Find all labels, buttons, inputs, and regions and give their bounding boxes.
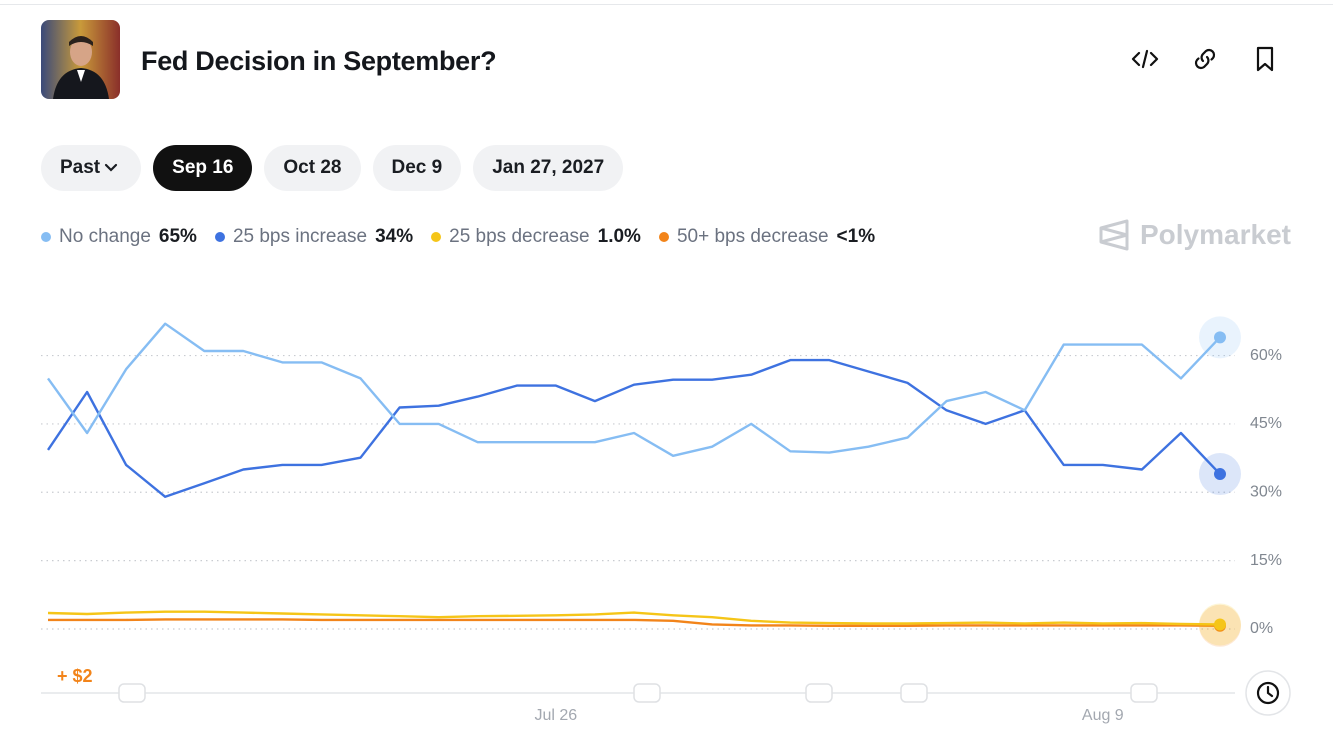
market-image <box>41 20 120 99</box>
legend-value: 65% <box>158 226 197 247</box>
x-tick-label: Aug 9 <box>1082 707 1124 724</box>
legend-label: No change <box>59 226 151 247</box>
legend-item: No change 65% <box>41 226 197 248</box>
legend-value: <1% <box>836 226 876 247</box>
legend-swatch <box>214 232 225 242</box>
market-image-art <box>41 20 120 99</box>
legend-label: 50+ bps decrease <box>676 226 829 247</box>
date-tab[interactable]: Oct 28 <box>264 145 361 191</box>
chevron <box>105 163 118 172</box>
legend-item: 25 bps decrease 1.0% <box>431 226 641 248</box>
header-actions <box>1130 44 1280 74</box>
timeline-marker <box>118 683 146 703</box>
end-point <box>1214 468 1226 481</box>
pnl-annotation: + $2 <box>57 666 93 686</box>
brand-logo <box>1099 219 1129 251</box>
y-tick-label: 15% <box>1250 552 1282 569</box>
past-tab[interactable]: Past <box>41 145 142 191</box>
x-tick-label: Jul 26 <box>535 707 578 724</box>
legend-item: 50+ bps decrease <1% <box>658 226 876 248</box>
timeline-marker <box>805 683 833 703</box>
timeline-marker <box>900 683 928 703</box>
legend-value: 34% <box>375 226 414 247</box>
date-tabs: Past Sep 16 Oct 28 Dec 9 Jan 27, 2027 <box>41 145 624 191</box>
series-line <box>47 358 1221 498</box>
bookmark-button[interactable] <box>1250 44 1280 74</box>
link-button[interactable] <box>1190 44 1220 74</box>
y-tick-label: 0% <box>1250 620 1273 637</box>
series-line <box>48 618 1221 627</box>
end-point <box>1214 618 1226 631</box>
legend: No change 65% 25 bps increase 34% 25 bps dec… <box>41 226 875 248</box>
end-point <box>1214 331 1226 344</box>
timeline-marker <box>1130 683 1158 703</box>
clock-hands <box>1266 685 1274 698</box>
series-line <box>47 322 1221 457</box>
brand-name: Polymarket <box>1140 219 1291 250</box>
embed-button[interactable] <box>1130 44 1160 74</box>
y-tick-label: 30% <box>1250 484 1282 501</box>
legend-swatch <box>431 232 442 242</box>
legend-swatch <box>41 232 51 242</box>
timeline-marker <box>633 683 661 703</box>
clock-face <box>1256 681 1280 705</box>
top-border <box>0 4 1333 5</box>
legend-swatch <box>658 232 669 242</box>
timeline-markers <box>118 683 1158 703</box>
date-tab[interactable]: Sep 16 <box>153 145 253 191</box>
date-tab[interactable]: Dec 9 <box>372 145 462 191</box>
legend-label: 25 bps decrease <box>449 226 590 247</box>
legend-item: 25 bps increase 34% <box>214 226 414 248</box>
series-line <box>47 610 1221 626</box>
brand-watermark: Polymarket <box>1098 218 1291 252</box>
y-tick-label: 60% <box>1250 347 1282 364</box>
history-button[interactable] <box>1245 670 1291 716</box>
legend-value: 1.0% <box>597 226 641 247</box>
date-tab[interactable]: Jan 27, 2027 <box>473 145 624 191</box>
market-title: Fed Decision in September? <box>141 46 497 76</box>
legend-label: 25 bps increase <box>232 226 368 247</box>
y-tick-label: 45% <box>1250 415 1282 432</box>
tab-label: Past <box>60 157 101 178</box>
